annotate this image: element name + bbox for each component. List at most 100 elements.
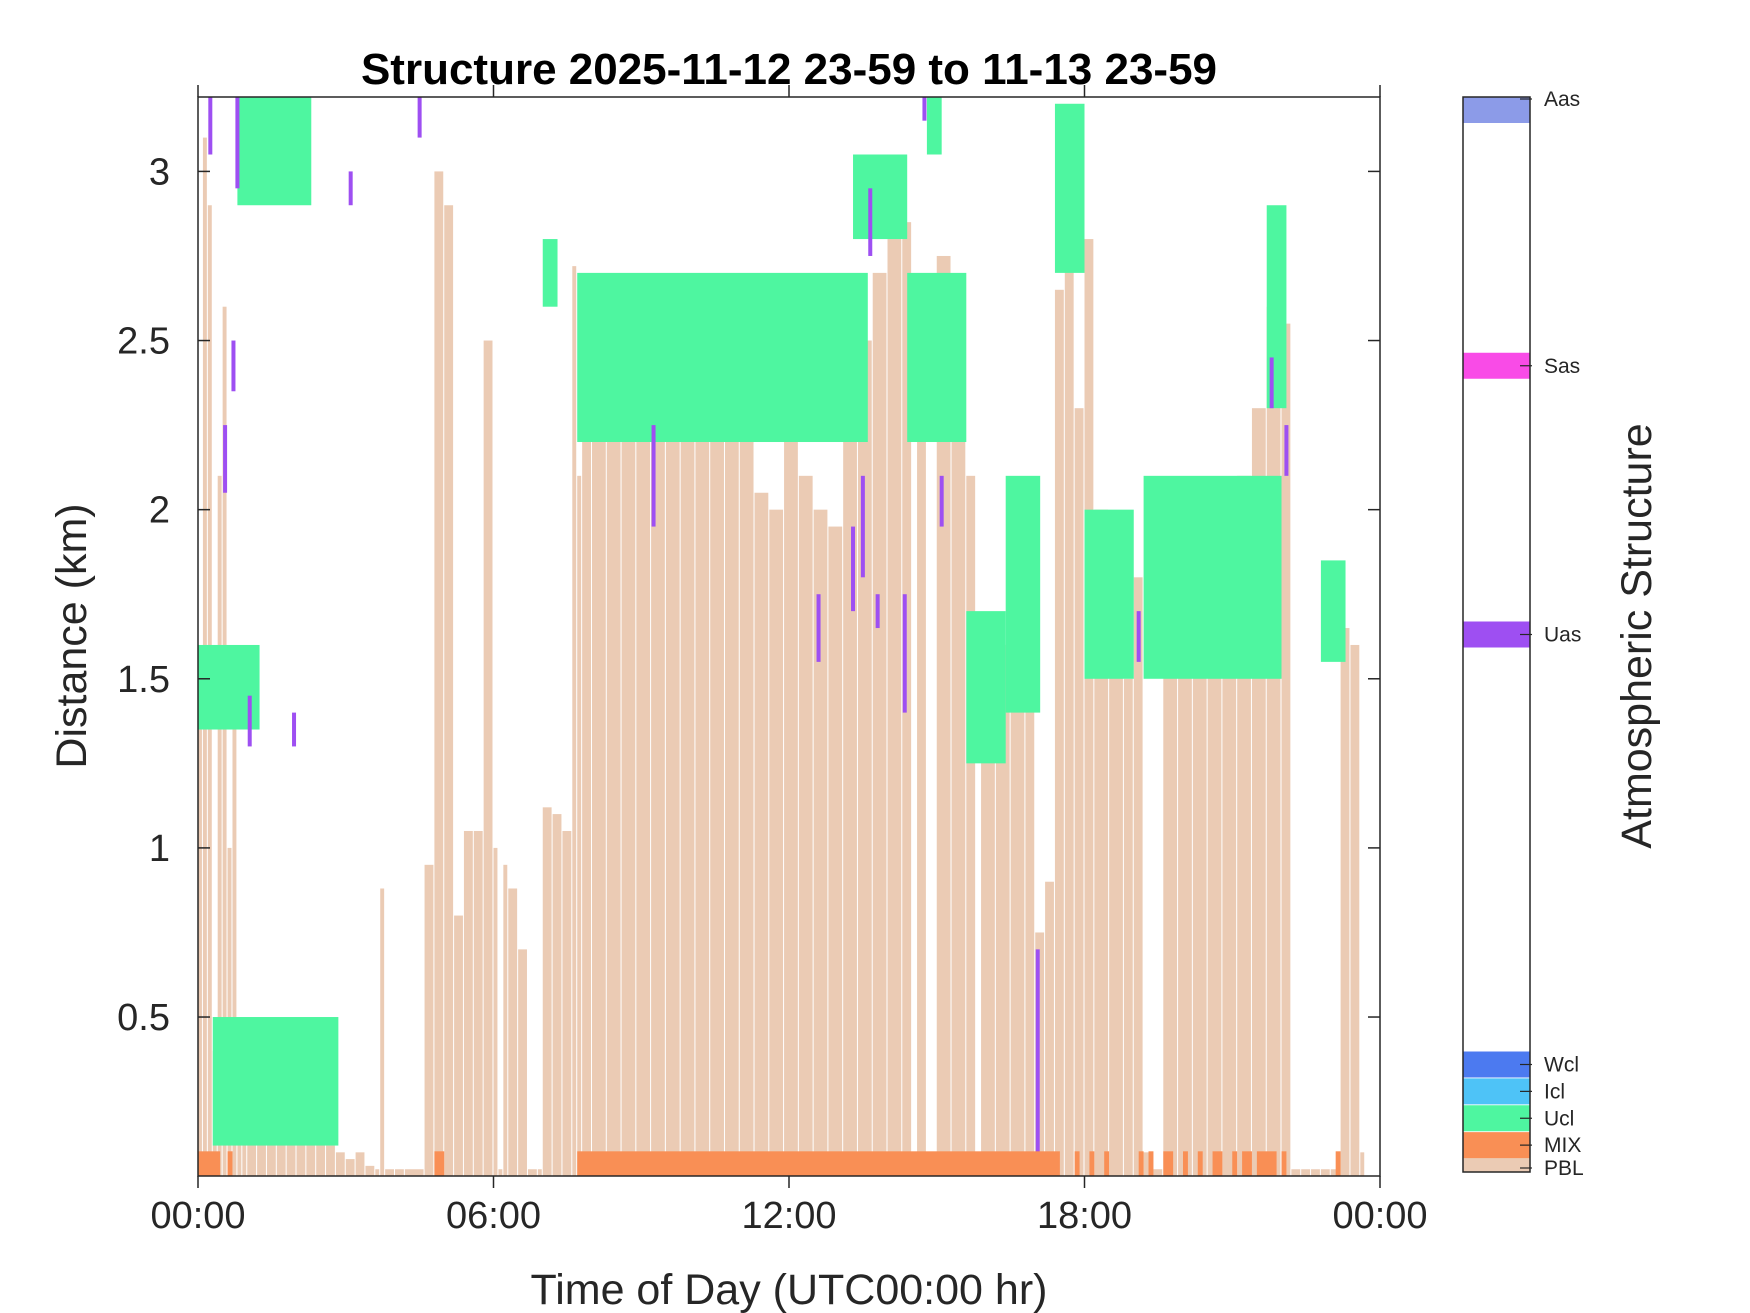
pbl-column: [198, 695, 202, 1176]
pbl-column: [424, 864, 434, 1176]
colorbar-tick-label: Sas: [1544, 355, 1580, 378]
pbl-column: [493, 847, 498, 1176]
y-tick-label: 1: [149, 828, 170, 870]
uas-streak: [417, 97, 422, 138]
pbl-column: [404, 1169, 424, 1176]
pbl-column: [1266, 306, 1281, 1176]
pbl-column: [473, 830, 483, 1176]
pbl-column: [739, 442, 754, 1176]
uas-streak: [651, 425, 656, 527]
pbl-column: [365, 1165, 375, 1176]
pbl-column: [572, 266, 577, 1176]
colorbar-tick-label: MIX: [1544, 1134, 1581, 1157]
x-tick-label: 06:00: [446, 1195, 541, 1237]
pbl-column: [1045, 881, 1054, 1176]
pbl-column: [1064, 171, 1074, 1176]
uas-streak: [939, 475, 944, 527]
uas-streak: [208, 97, 213, 155]
mix-segment: [1335, 1151, 1341, 1176]
colorbar-band-ucl: [1463, 1105, 1530, 1132]
pbl-column: [1109, 644, 1123, 1176]
pbl-column: [1074, 408, 1084, 1177]
colorbar-band-aas: [1463, 97, 1530, 123]
ucl-layer: [853, 154, 908, 240]
pbl-column: [651, 374, 665, 1177]
pbl-column: [222, 306, 227, 1176]
colorbar-tick-label: PBL: [1544, 1157, 1584, 1180]
chart-title: Structure 2025-11-12 23-59 to 11-13 23-5…: [361, 45, 1217, 94]
pbl-column: [434, 171, 444, 1176]
y-axis-label: Distance (km): [48, 503, 96, 768]
ucl-layer: [542, 239, 558, 307]
mix-segment: [1281, 1151, 1287, 1176]
pbl-column: [355, 1152, 365, 1176]
pbl-column: [444, 205, 454, 1176]
pbl-column: [606, 340, 621, 1177]
mix-segment: [577, 1151, 1060, 1176]
pbl-column: [1207, 577, 1222, 1176]
mix-segment: [227, 1151, 233, 1176]
pbl-column: [503, 864, 508, 1176]
pbl-column: [375, 1169, 380, 1176]
pbl-column: [1311, 1169, 1320, 1176]
pbl-column: [227, 847, 232, 1176]
mix-segment: [1148, 1151, 1154, 1176]
colorbar-tick-label: Uas: [1544, 624, 1581, 647]
colorbar-label: Atmospheric Structure: [1613, 423, 1661, 848]
mix-segment: [434, 1151, 445, 1176]
pbl-column: [326, 1145, 335, 1176]
pbl-column: [769, 509, 784, 1176]
pbl-column: [1123, 678, 1133, 1176]
uas-streak: [292, 712, 297, 747]
pbl-column: [710, 408, 724, 1177]
y-tick-label: 2.5: [117, 321, 170, 363]
pbl-column: [1153, 1169, 1163, 1176]
pbl-column: [577, 475, 582, 1176]
pbl-column: [498, 1169, 503, 1176]
pbl-column: [463, 830, 473, 1176]
pbl-column: [680, 425, 695, 1176]
uas-streak: [868, 188, 873, 256]
pbl-column: [1192, 611, 1207, 1176]
ucl-layer: [1143, 475, 1282, 679]
colorbar-band-wcl: [1463, 1051, 1530, 1078]
ucl-layer: [1320, 560, 1346, 662]
x-tick-label: 12:00: [741, 1195, 836, 1237]
pbl-column: [1301, 1169, 1311, 1176]
colorbar-band-icl: [1463, 1078, 1530, 1105]
pbl-column: [1178, 628, 1192, 1176]
mix-segment: [1074, 1151, 1080, 1176]
pbl-column: [1350, 644, 1360, 1176]
ucl-layer: [966, 611, 1006, 764]
pbl-column: [621, 357, 636, 1177]
y-tick-label: 0.5: [117, 997, 170, 1039]
ucl-layer: [577, 272, 868, 443]
pbl-column: [395, 1169, 404, 1176]
uas-streak: [875, 594, 880, 629]
uas-streak: [1269, 357, 1274, 409]
pbl-column: [724, 414, 739, 1176]
pbl-column: [1084, 239, 1094, 1177]
uas-streak: [851, 526, 856, 612]
pbl-column: [582, 374, 591, 1177]
pbl-column: [995, 644, 1010, 1176]
uas-streak: [247, 695, 252, 747]
x-tick-label: 18:00: [1037, 1195, 1132, 1237]
pbl-column: [887, 239, 902, 1177]
mix-segment: [1104, 1151, 1110, 1176]
y-tick-label: 2: [149, 490, 170, 532]
uas-streak: [902, 594, 907, 713]
pbl-column: [966, 475, 976, 1176]
pbl-column: [508, 888, 518, 1176]
pbl-column: [537, 1169, 542, 1176]
mix-segment: [1232, 1151, 1238, 1176]
pbl-column: [380, 888, 385, 1176]
pbl-column: [592, 323, 606, 1177]
axes: 00:00 06:00 12:00 18:00 00:00 0.5 1 1.5 2 2.5 3: [117, 85, 1428, 1237]
colorbar-tick-label: Aas: [1544, 88, 1580, 111]
colorbar-band-mix: [1463, 1132, 1530, 1159]
mix-segment: [1089, 1151, 1095, 1176]
pbl-column: [1330, 1169, 1340, 1176]
pbl-column: [857, 340, 872, 1177]
x-tick-label: 00:00: [150, 1195, 245, 1237]
